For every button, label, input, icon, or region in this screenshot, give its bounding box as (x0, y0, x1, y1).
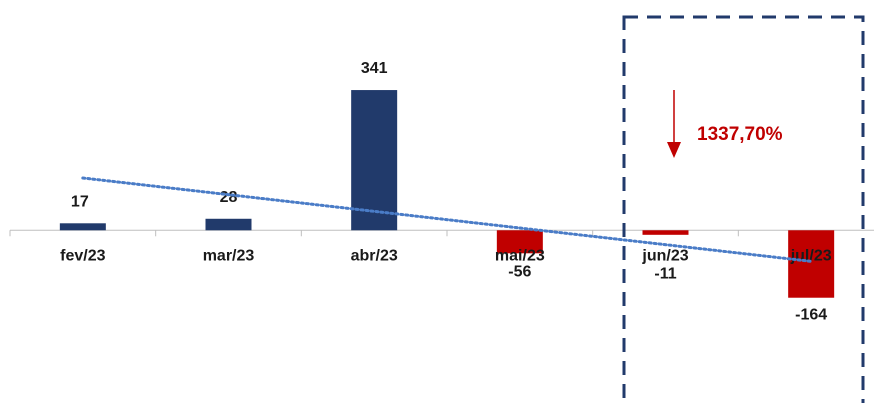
arrow-head-icon (667, 142, 681, 158)
data-label-jul/23: -164 (795, 307, 827, 324)
tick-labels-group: fev/23 mar/23 abr/23 mai/23 jun/23 jul/23 (9, 230, 832, 264)
bar-jul/23 (788, 230, 835, 298)
highlight-box (622, 15, 865, 403)
bar-jun/23 (642, 230, 689, 235)
data-label-jun/23: -11 (654, 265, 676, 282)
data-labels-group: 17 28 341 -56 -11 -164 (71, 60, 827, 324)
data-label-mai/23: -56 (508, 263, 531, 280)
x-tick-label: fev/23 (60, 247, 105, 264)
data-label-fev/23: 17 (71, 193, 89, 210)
x-tick-label: jun/23 (641, 247, 688, 264)
annotation: 1337,70% (667, 90, 783, 158)
trendline (81, 176, 813, 263)
x-tick-label: mar/23 (203, 247, 255, 264)
bar-fev/23 (59, 223, 106, 231)
x-tick-label: mai/23 (495, 247, 545, 264)
bar-mar/23 (205, 218, 252, 231)
bars-group (59, 90, 835, 298)
annotation-label: 1337,70% (697, 124, 783, 145)
data-label-abr/23: 341 (361, 60, 388, 77)
bar-mai/23 (496, 230, 543, 254)
data-label-mar/23: 28 (220, 189, 238, 206)
x-tick-label: abr/23 (351, 247, 398, 264)
bar-abr/23 (351, 90, 398, 231)
